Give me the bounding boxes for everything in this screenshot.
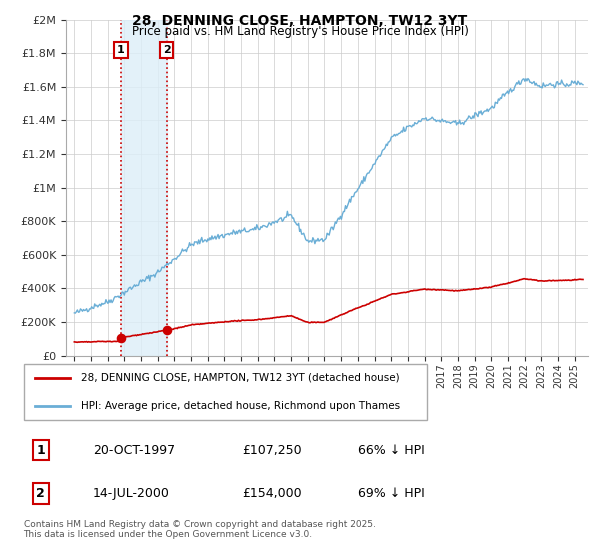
Text: 66% ↓ HPI: 66% ↓ HPI: [358, 444, 424, 456]
FancyBboxPatch shape: [23, 365, 427, 420]
Text: 69% ↓ HPI: 69% ↓ HPI: [358, 487, 424, 500]
Text: 28, DENNING CLOSE, HAMPTON, TW12 3YT (detached house): 28, DENNING CLOSE, HAMPTON, TW12 3YT (de…: [81, 373, 400, 383]
Text: HPI: Average price, detached house, Richmond upon Thames: HPI: Average price, detached house, Rich…: [81, 401, 400, 411]
Text: Contains HM Land Registry data © Crown copyright and database right 2025.
This d: Contains HM Land Registry data © Crown c…: [23, 520, 376, 539]
Point: [116, 333, 126, 342]
Text: 14-JUL-2000: 14-JUL-2000: [92, 487, 170, 500]
Text: 20-OCT-1997: 20-OCT-1997: [92, 444, 175, 456]
Text: 1: 1: [37, 444, 45, 456]
Text: 2: 2: [163, 45, 170, 55]
Text: 2: 2: [37, 487, 45, 500]
Text: 28, DENNING CLOSE, HAMPTON, TW12 3YT: 28, DENNING CLOSE, HAMPTON, TW12 3YT: [133, 14, 467, 28]
Bar: [121, 20, 167, 356]
Text: Price paid vs. HM Land Registry's House Price Index (HPI): Price paid vs. HM Land Registry's House …: [131, 25, 469, 38]
Text: £107,250: £107,250: [242, 444, 302, 456]
Point: [162, 325, 172, 334]
Text: £154,000: £154,000: [242, 487, 302, 500]
Text: 1: 1: [117, 45, 125, 55]
